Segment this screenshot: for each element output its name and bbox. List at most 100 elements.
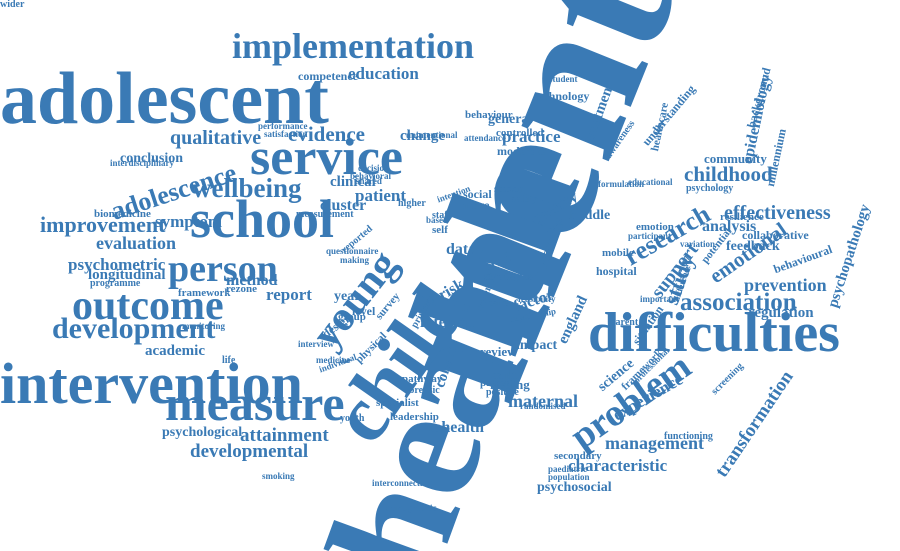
cloud-word: regulation [748,305,814,321]
cloud-word: longitudinal [88,267,166,283]
cloud-word: forensic [406,385,440,396]
cloud-word: method [226,272,278,289]
cloud-word: self [432,224,448,236]
cloud-word: framework [178,287,231,299]
cloud-word: community [704,151,767,166]
cloud-word: moderate [497,144,546,158]
cloud-word: analysis [702,218,757,235]
cloud-word: behavioural [771,242,835,277]
cloud-word: demographic [386,503,437,513]
cloud-word: decision [358,163,390,173]
cloud-word: higher [398,198,426,209]
cloud-word: life [222,355,236,366]
cloud-word: characteristic [568,456,668,475]
cloud-word: person [168,248,278,290]
cloud-word: impact [516,338,558,353]
cloud-word: youth [340,413,365,424]
cloud-word: staff [432,210,451,221]
cloud-word: conclusion [120,151,184,166]
cloud-word: wider [0,0,25,10]
cloud-word: student [549,74,578,84]
cloud-word: interconnecting [372,478,432,488]
cloud-word: maternal [508,391,578,411]
cloud-word: social [463,187,492,201]
cloud-word: cluster [320,197,367,214]
cloud-word: medicine [316,355,351,365]
cloud-word: rezone [226,283,257,295]
cloud-word: prevention [744,275,827,295]
cloud-word: evaluation [96,233,177,253]
cloud-word: level [352,304,376,318]
cloud-word: effectiveness [724,202,831,224]
cloud-word: academic [145,343,205,359]
cloud-word: group [338,311,366,323]
cloud-word: improvement [40,212,166,237]
cloud-word: positive [486,387,519,398]
cloud-word: general [488,112,533,127]
cloud-word: clinical [330,174,376,190]
cloud-word: result [485,367,517,382]
cloud-word: important [640,294,679,304]
cloud-word: feedback [726,239,780,254]
cloud-word: educational [628,177,673,187]
cloud-word: programme [90,278,141,289]
cloud-word: randomised [520,401,566,411]
cloud-word: developmental [190,441,309,462]
cloud-word: safety [512,194,537,205]
cloud-word: change [400,128,445,144]
cloud-word: psychology [686,183,734,194]
cloud-word: evidence [288,122,365,146]
cloud-word: pathway [402,373,443,385]
cloud-word: internal [420,314,475,331]
cloud-word: report [266,285,312,304]
cloud-word: data [446,241,477,258]
cloud-word: screening [709,360,746,398]
cloud-word: wellbeing [192,173,302,203]
cloud-word: formulation [598,179,644,189]
cloud-word: smoking [262,471,295,481]
cloud-word: making [340,255,370,265]
cloud-word: satisfaction [264,129,308,139]
cloud-word: symptom [155,212,223,231]
cloud-word: intervention [0,351,303,416]
cloud-word: care [488,297,508,309]
cloud-word: resilience [720,211,764,223]
cloud-word: more [463,198,490,212]
cloud-word: unintentional [406,130,458,140]
cloud-word: psychosocial [537,480,612,495]
cloud-word: psychometric [68,255,166,274]
cloud-word: development [52,312,216,345]
cloud-word: patient [355,186,406,205]
cloud-word: secondary [554,450,602,462]
cloud-word: biomedicine [94,208,151,220]
cloud-word: education [348,64,419,83]
cloud-word: interdisciplinary [110,158,175,168]
cloud-word: attendance [464,133,506,143]
cloud-word: psychological [162,425,243,440]
cloud-word: management [605,433,704,453]
cloud-word: present [480,377,515,389]
cloud-word: strategies [484,269,533,283]
cloud-word: measurement [296,209,354,220]
cloud-word: variation [680,239,715,249]
cloud-word: psychopathology [825,202,874,310]
cloud-word: functioning [664,431,713,442]
cloud-word: qualitative [170,127,262,149]
cloud-word: review [480,344,517,359]
cloud-word: controlled [496,127,544,139]
cloud-word: participant [628,231,672,241]
cloud-word: feasibility [518,294,556,304]
cloud-word: implementation [232,26,474,66]
cloud-word: competence [298,69,358,83]
cloud-word: adolescent [0,58,329,140]
cloud-word: childhood [684,162,773,186]
cloud-word: shared [356,176,382,186]
cloud-word: population [548,472,590,482]
cloud-word: parent [610,317,639,328]
cloud-word: specialist [376,397,419,409]
cloud-word: leadership [390,411,439,423]
cloud-word: emotion [636,221,674,233]
cloud-word: behaviour [465,109,513,121]
cloud-word: behavioral [350,171,392,181]
